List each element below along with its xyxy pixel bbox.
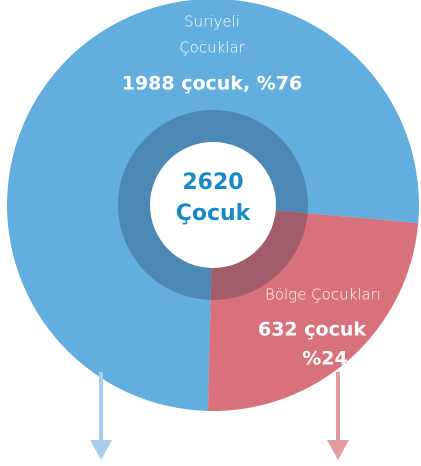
slice-label: Çocuklar: [179, 39, 245, 57]
value-label: %24: [302, 348, 347, 370]
arrow-head: [90, 440, 112, 460]
arrow-head: [327, 440, 349, 460]
center-circle: [150, 142, 276, 268]
slice-label: Bölge Çocukları: [265, 286, 381, 304]
center-label: 2620: [182, 170, 243, 195]
slice-label: Suriyeli: [184, 13, 240, 31]
pie-slice: [207, 205, 419, 411]
value-label: 1988 çocuk, %76: [122, 73, 303, 95]
value-label: 632 çocuk: [258, 319, 366, 341]
center-label: Çocuk: [176, 201, 252, 226]
